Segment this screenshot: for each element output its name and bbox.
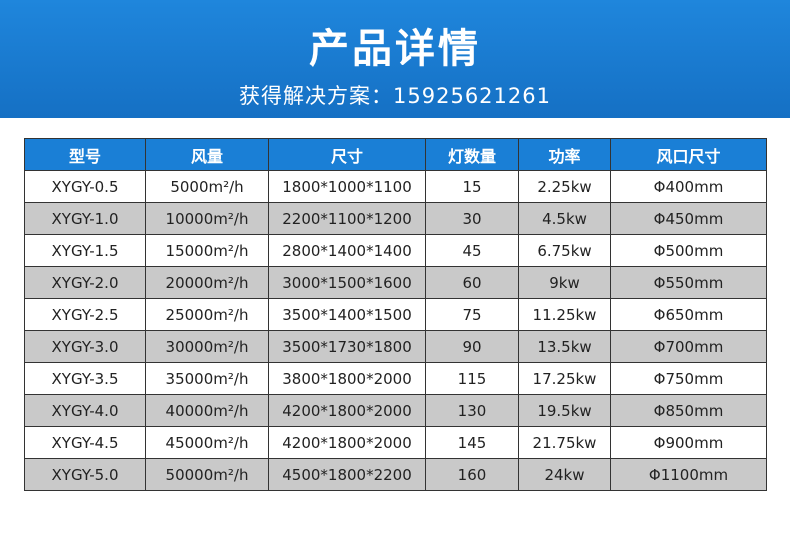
table-cell: Φ550mm bbox=[610, 266, 767, 299]
table-cell: Φ1100mm bbox=[610, 458, 767, 491]
table-cell: 40000m²/h bbox=[145, 394, 269, 427]
table-cell: 160 bbox=[425, 458, 519, 491]
table-cell: 30 bbox=[425, 202, 519, 235]
table-cell: Φ700mm bbox=[610, 330, 767, 363]
table-cell: 13.5kw bbox=[518, 330, 611, 363]
table-cell: 30000m²/h bbox=[145, 330, 269, 363]
table-cell: XYGY-1.0 bbox=[24, 202, 146, 235]
table-cell: 3500*1730*1800 bbox=[268, 330, 426, 363]
table-row: XYGY-4.0 40000m²/h 4200*1800*2000 130 19.5kw… bbox=[24, 394, 767, 427]
table-cell: 9kw bbox=[518, 266, 611, 299]
column-header: 功率 bbox=[518, 138, 611, 171]
table-cell: 3000*1500*1600 bbox=[268, 266, 426, 299]
column-header: 尺寸 bbox=[268, 138, 426, 171]
table-cell: 15 bbox=[425, 170, 519, 203]
table-cell: 35000m²/h bbox=[145, 362, 269, 395]
table-cell: XYGY-2.0 bbox=[24, 266, 146, 299]
table-cell: XYGY-3.0 bbox=[24, 330, 146, 363]
table-row: XYGY-3.5 35000m²/h 3800*1800*2000 115 17.25k… bbox=[24, 362, 767, 395]
table-cell: 21.75kw bbox=[518, 426, 611, 459]
table-cell: Φ850mm bbox=[610, 394, 767, 427]
table-cell: 20000m²/h bbox=[145, 266, 269, 299]
table-cell: 90 bbox=[425, 330, 519, 363]
table-cell: Φ750mm bbox=[610, 362, 767, 395]
header-row: 型号 风量 尺寸 灯数量 功率 风口尺寸 bbox=[24, 138, 767, 171]
table-cell: 15000m²/h bbox=[145, 234, 269, 267]
table-cell: 60 bbox=[425, 266, 519, 299]
table-cell: 75 bbox=[425, 298, 519, 331]
page-title: 产品详情 bbox=[309, 26, 481, 72]
table-cell: 2.25kw bbox=[518, 170, 611, 203]
table-cell: 2200*1100*1200 bbox=[268, 202, 426, 235]
table-cell: 17.25kw bbox=[518, 362, 611, 395]
column-header: 风量 bbox=[145, 138, 269, 171]
table-row: XYGY-2.5 25000m²/h 3500*1400*1500 75 11.25kw… bbox=[24, 298, 767, 331]
table-cell: Φ900mm bbox=[610, 426, 767, 459]
subtitle: 获得解决方案：15925621261 bbox=[239, 84, 551, 108]
table-cell: Φ400mm bbox=[610, 170, 767, 203]
table-row: XYGY-1.0 10000m²/h 2200*1100*1200 30 4.5kw Φ4… bbox=[24, 202, 767, 235]
table-cell: 1800*1000*1100 bbox=[268, 170, 426, 203]
table-cell: Φ650mm bbox=[610, 298, 767, 331]
table-cell: XYGY-0.5 bbox=[24, 170, 146, 203]
table-cell: 10000m²/h bbox=[145, 202, 269, 235]
table-cell: XYGY-5.0 bbox=[24, 458, 146, 491]
table-cell: 3500*1400*1500 bbox=[268, 298, 426, 331]
table-row: XYGY-5.0 50000m²/h 4500*1800*2200 160 24kw Φ1… bbox=[24, 458, 767, 491]
table-cell: 4500*1800*2200 bbox=[268, 458, 426, 491]
table-cell: 4200*1800*2000 bbox=[268, 426, 426, 459]
table-cell: XYGY-4.0 bbox=[24, 394, 146, 427]
table-cell: 25000m²/h bbox=[145, 298, 269, 331]
column-header: 灯数量 bbox=[425, 138, 519, 171]
table-row: XYGY-4.5 45000m²/h 4200*1800*2000 145 21.75k… bbox=[24, 426, 767, 459]
table-cell: 11.25kw bbox=[518, 298, 611, 331]
table-cell: 2800*1400*1400 bbox=[268, 234, 426, 267]
table-cell: 3800*1800*2000 bbox=[268, 362, 426, 395]
table-row: XYGY-2.0 20000m²/h 3000*1500*1600 60 9kw Φ550… bbox=[24, 266, 767, 299]
table-cell: 19.5kw bbox=[518, 394, 611, 427]
table-cell: 130 bbox=[425, 394, 519, 427]
table-cell: XYGY-4.5 bbox=[24, 426, 146, 459]
table-cell: XYGY-3.5 bbox=[24, 362, 146, 395]
column-header: 风口尺寸 bbox=[610, 138, 767, 171]
table-cell: 45 bbox=[425, 234, 519, 267]
table-cell: Φ450mm bbox=[610, 202, 767, 235]
table-cell: XYGY-1.5 bbox=[24, 234, 146, 267]
table-cell: 50000m²/h bbox=[145, 458, 269, 491]
table-cell: 145 bbox=[425, 426, 519, 459]
table-cell: 5000m²/h bbox=[145, 170, 269, 203]
column-header: 型号 bbox=[24, 138, 146, 171]
table-cell: 4.5kw bbox=[518, 202, 611, 235]
product-table: 型号 风量 尺寸 灯数量 功率 风口尺寸 XYGY-0.5 5000m²/h 1800*100… bbox=[24, 138, 767, 491]
table-cell: 115 bbox=[425, 362, 519, 395]
table-row: XYGY-0.5 5000m²/h 1800*1000*1100 15 2.25kw Φ4… bbox=[24, 170, 767, 203]
header-banner: 产品详情 获得解决方案：15925621261 bbox=[0, 0, 790, 118]
table-row: XYGY-1.5 15000m²/h 2800*1400*1400 45 6.75kw Φ… bbox=[24, 234, 767, 267]
table-cell: XYGY-2.5 bbox=[24, 298, 146, 331]
table-row: XYGY-3.0 30000m²/h 3500*1730*1800 90 13.5kw Φ… bbox=[24, 330, 767, 363]
table-cell: 45000m²/h bbox=[145, 426, 269, 459]
table-cell: 6.75kw bbox=[518, 234, 611, 267]
table-cell: 4200*1800*2000 bbox=[268, 394, 426, 427]
table-cell: Φ500mm bbox=[610, 234, 767, 267]
table-cell: 24kw bbox=[518, 458, 611, 491]
